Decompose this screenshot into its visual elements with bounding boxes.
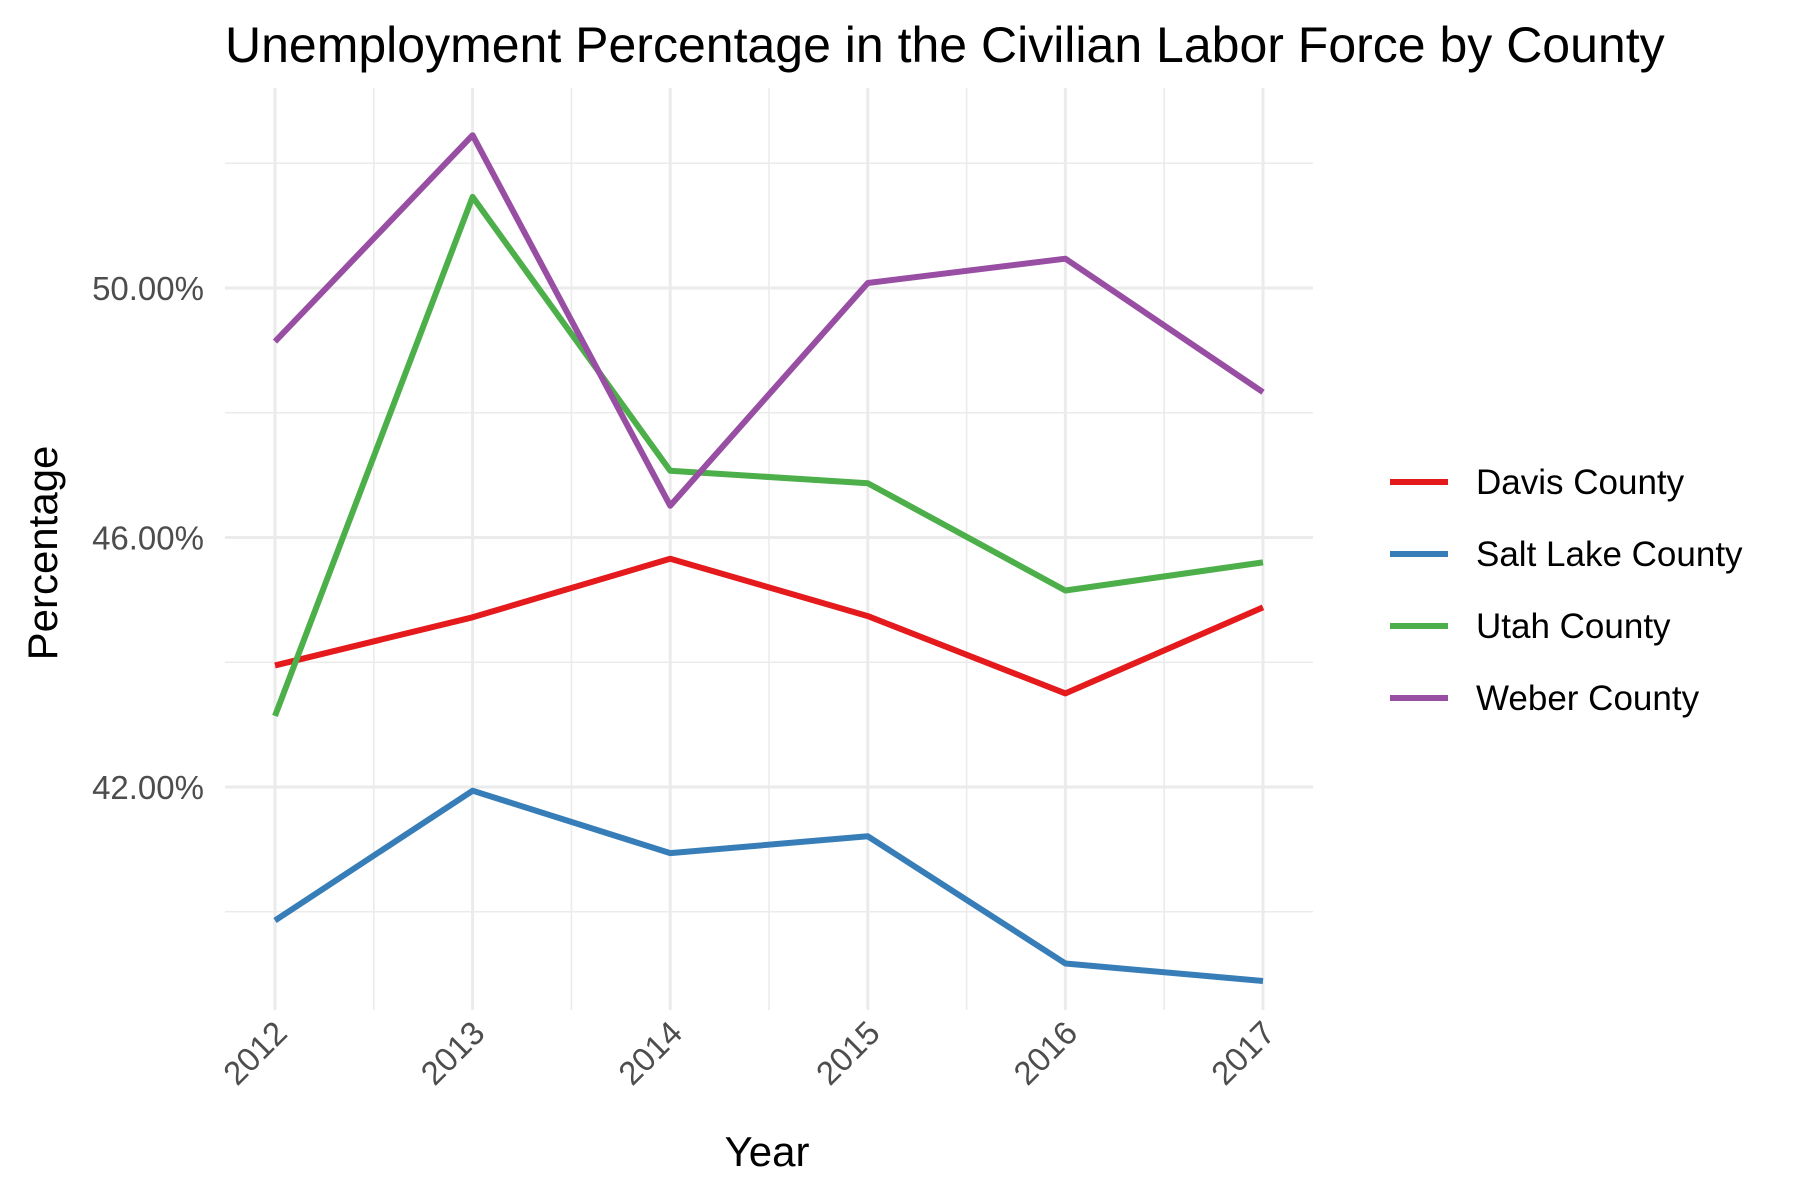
legend-item: Salt Lake County	[1390, 535, 1743, 574]
x-axis-title: Year	[725, 1128, 810, 1175]
x-tick-label: 2017	[1204, 1014, 1282, 1092]
x-tick-label: 2012	[216, 1014, 294, 1092]
legend-label: Salt Lake County	[1476, 535, 1743, 574]
legend: Davis County Salt Lake County Utah County W…	[1390, 463, 1743, 718]
x-axis-ticks: 2012 2013 2014 2015 2016 2017	[216, 1014, 1282, 1092]
series-line-3	[272, 132, 1265, 509]
legend-item: Weber County	[1390, 679, 1700, 718]
legend-item: Davis County	[1390, 463, 1685, 502]
series-line-1	[273, 787, 1264, 984]
legend-label: Davis County	[1476, 463, 1685, 502]
chart-title: Unemployment Percentage in the Civilian …	[225, 17, 1665, 73]
x-tick-label: 2013	[413, 1014, 491, 1092]
y-axis-title: Percentage	[19, 446, 66, 661]
series-lines	[272, 132, 1265, 984]
y-tick-label: 46.00%	[92, 520, 204, 557]
grid-lines	[225, 88, 1313, 1010]
x-tick-label: 2016	[1006, 1014, 1084, 1092]
legend-label: Utah County	[1476, 607, 1671, 646]
legend-item: Utah County	[1390, 607, 1671, 646]
legend-label: Weber County	[1476, 679, 1700, 718]
series-line-2	[272, 193, 1264, 717]
x-tick-label: 2015	[809, 1014, 887, 1092]
y-axis-ticks: 42.00% 46.00% 50.00%	[92, 270, 204, 806]
y-tick-label: 42.00%	[92, 769, 204, 806]
series-line-0	[274, 555, 1265, 697]
x-tick-label: 2014	[611, 1014, 689, 1092]
y-tick-label: 50.00%	[92, 270, 204, 307]
